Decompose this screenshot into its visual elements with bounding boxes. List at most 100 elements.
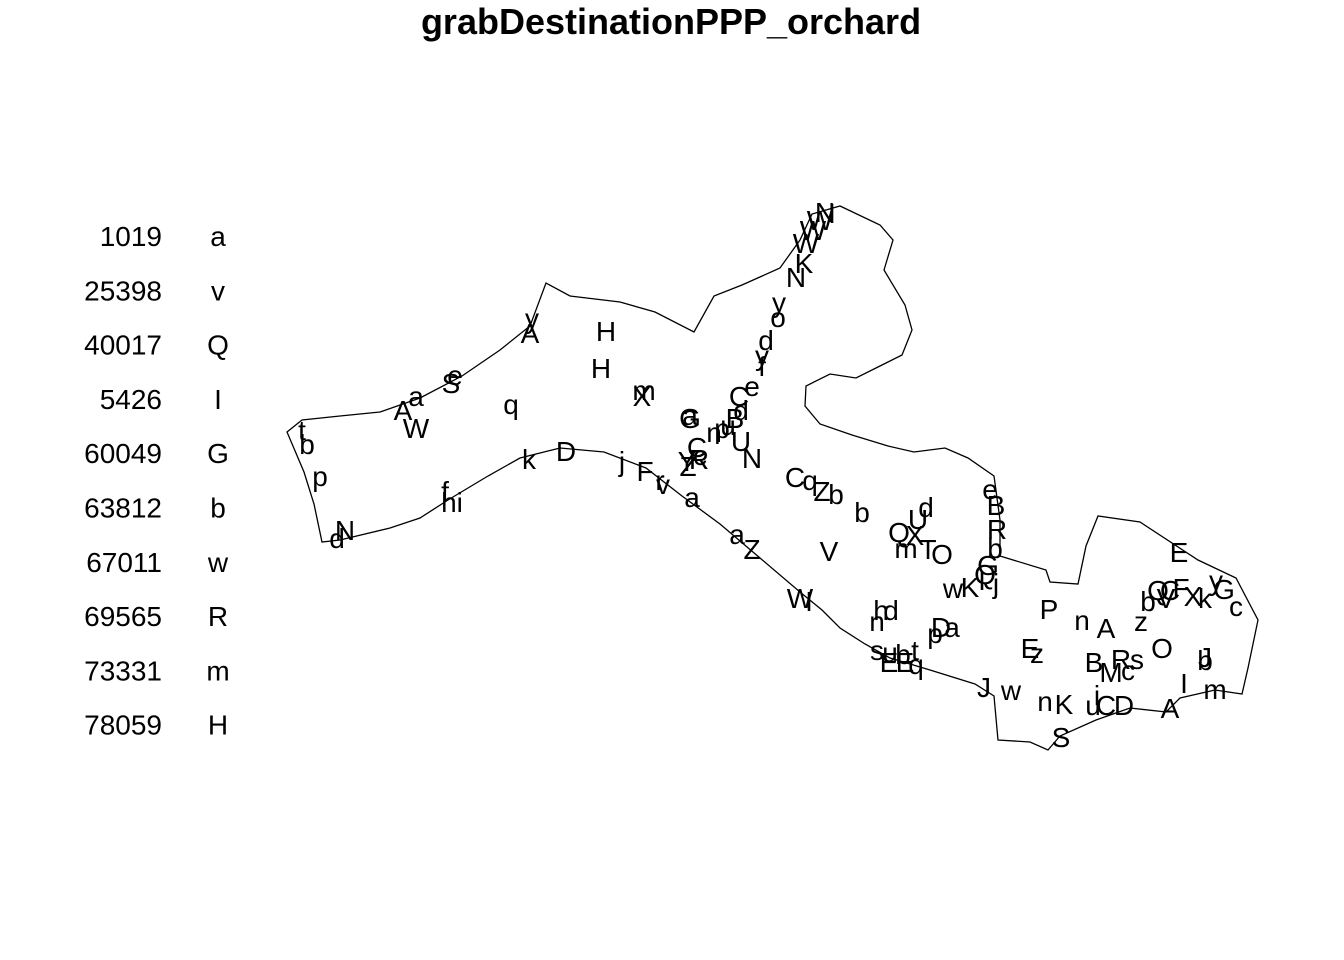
point-label: s	[1130, 644, 1144, 675]
point-label: j	[992, 568, 999, 599]
point-label: C	[785, 462, 805, 493]
point-label: C	[1160, 575, 1180, 606]
point-label: V	[1157, 583, 1176, 614]
point-label: N	[742, 443, 762, 474]
point-label: C	[687, 432, 707, 463]
point-label: f	[758, 351, 766, 382]
point-label: C	[1096, 690, 1116, 721]
point-label: N	[335, 515, 355, 546]
point-label: X	[1184, 581, 1203, 612]
legend-mark: G	[207, 438, 229, 469]
point-label: k	[1198, 583, 1213, 614]
point-label: X	[906, 520, 925, 551]
region-outline	[286, 205, 1259, 751]
legend-code: 67011	[86, 547, 162, 578]
point-label: b	[1140, 586, 1156, 617]
point-label: f	[441, 476, 449, 507]
legend-mark: a	[210, 221, 226, 252]
point-label: b	[987, 533, 1003, 564]
point-label: n	[706, 417, 722, 448]
point-label: Y	[678, 446, 697, 477]
point-label: J	[1198, 642, 1212, 673]
point-label: b	[895, 639, 911, 670]
point-label: n	[1037, 686, 1053, 717]
point-label: Q	[888, 517, 910, 548]
point-label: S	[1052, 722, 1071, 753]
point-label: K	[795, 248, 814, 279]
point-label: I	[828, 198, 836, 229]
point-label: p	[312, 461, 328, 492]
point-label: u	[720, 410, 736, 441]
point-label: d	[883, 595, 899, 626]
point-label: p	[927, 618, 943, 649]
point-label: W	[787, 583, 814, 614]
point-label: u	[882, 637, 898, 668]
chart-title: grabDestinationPPP_orchard	[421, 1, 921, 42]
point-label: R	[987, 514, 1007, 545]
point-label: N	[786, 262, 806, 293]
point-label: E	[1021, 633, 1040, 664]
point-label: G	[1213, 574, 1235, 605]
legend: 1019 a 25398 v 40017 Q 5426 I 60049 G 63812 b 67011 w…	[84, 221, 230, 741]
point-label: P	[1040, 594, 1059, 625]
legend-code: 25398	[84, 275, 162, 306]
point-label: I	[1180, 668, 1188, 699]
point-label: B	[1085, 647, 1104, 678]
legend-code: 60049	[84, 438, 162, 469]
point-label: I	[805, 586, 813, 617]
point-label: G	[679, 403, 701, 434]
legend-mark: b	[210, 493, 226, 524]
point-label: Q	[1147, 575, 1169, 606]
legend-mark: w	[207, 547, 229, 578]
point-label: d	[733, 395, 749, 426]
legend-mark: R	[208, 601, 228, 632]
point-label: t	[298, 415, 306, 446]
point-label: A	[521, 318, 540, 349]
point-label: K	[961, 572, 980, 603]
point-label: b	[299, 429, 315, 460]
point-label: z	[1134, 606, 1148, 637]
point-label: M	[1099, 657, 1122, 688]
point-label: m	[1203, 674, 1226, 705]
legend-code: 73331	[84, 655, 162, 686]
point-label: m	[632, 375, 655, 406]
point-label: h	[873, 595, 889, 626]
point-label: y	[1209, 565, 1223, 596]
point-label: E	[1170, 537, 1189, 568]
point-label: E	[880, 647, 899, 678]
point-label: X	[633, 381, 652, 412]
point-label: q	[908, 649, 924, 680]
point-label: Z	[743, 534, 760, 565]
point-label: y	[772, 287, 786, 318]
point-label: R	[1111, 644, 1131, 675]
point-label: B	[726, 403, 745, 434]
point-label: c	[1121, 655, 1135, 686]
point-label: C	[729, 381, 749, 412]
point-label: U	[908, 504, 928, 535]
point-label: I	[978, 565, 986, 596]
legend-code: 63812	[84, 493, 162, 524]
point-label: Q	[974, 559, 996, 590]
point-label: Z	[813, 476, 830, 507]
point-label: n	[1074, 605, 1090, 636]
point-label: m	[894, 533, 917, 564]
point-label: W	[793, 228, 820, 259]
point-label: a	[408, 381, 424, 412]
point-label: o	[770, 302, 786, 333]
point-label: b	[828, 479, 844, 510]
point-label: c	[693, 440, 707, 471]
point-label: u	[1085, 690, 1101, 721]
point-label: r	[655, 465, 664, 496]
point-label: D	[1114, 690, 1134, 721]
point-label: d	[758, 325, 774, 356]
point-label: A	[1161, 693, 1180, 724]
legend-mark: Q	[207, 330, 229, 361]
point-label: d	[329, 523, 345, 554]
point-label: E	[896, 647, 915, 678]
point-label: D	[556, 436, 576, 467]
point-label: k	[522, 444, 537, 475]
point-label: j	[618, 446, 625, 477]
point-label: a	[729, 519, 745, 550]
